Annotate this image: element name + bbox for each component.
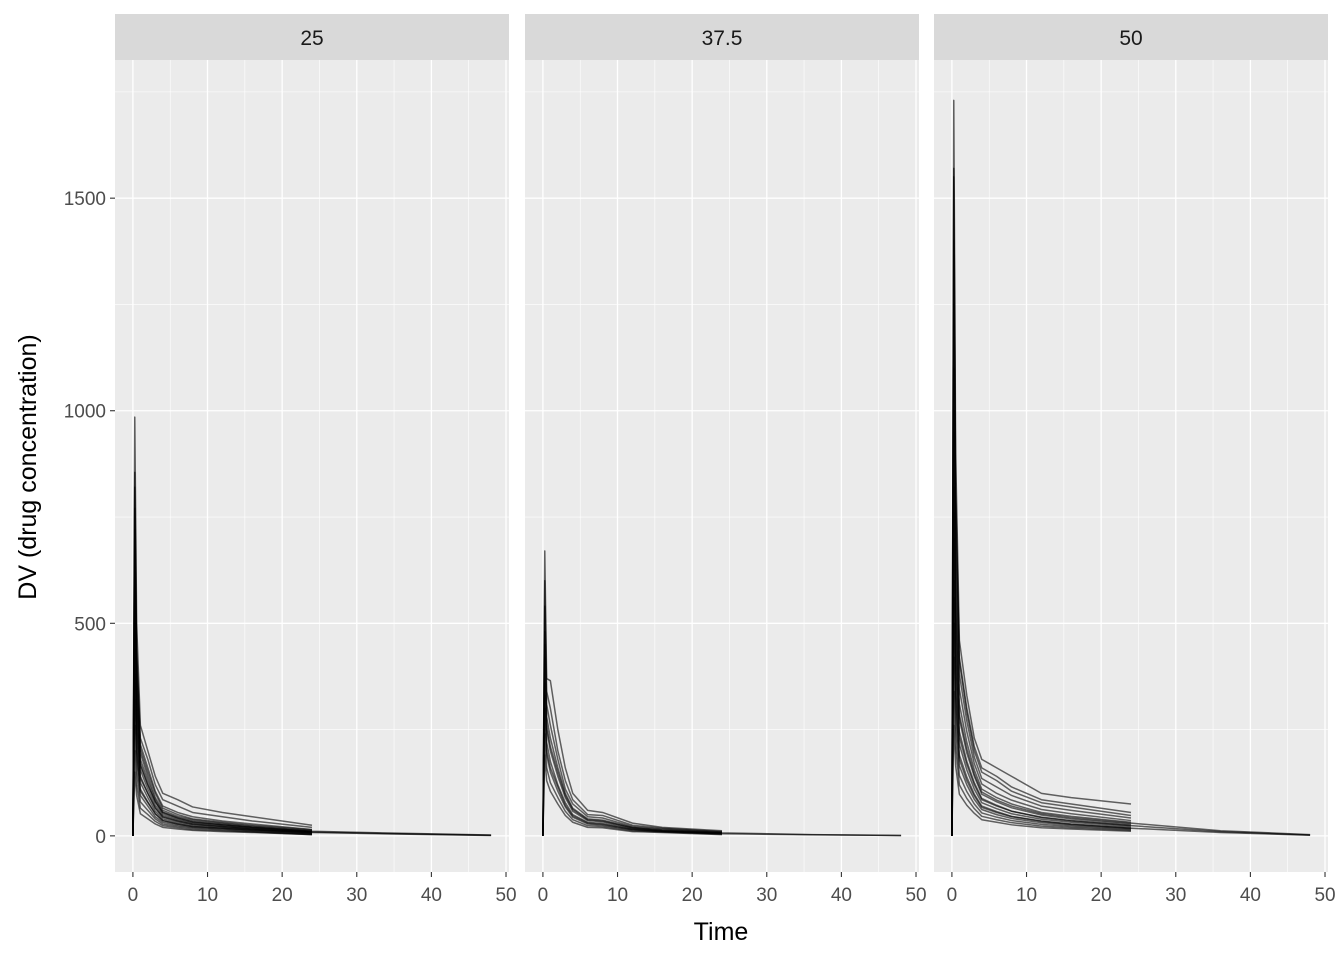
y-tick-label: 0: [95, 827, 106, 848]
concentration-series-line: [132, 750, 313, 836]
concentration-series-line: [132, 724, 313, 836]
concentration-series-line: [951, 724, 1132, 836]
panel-background: [525, 60, 919, 872]
x-tick-label: 20: [272, 885, 293, 906]
x-tick-label: 10: [197, 885, 218, 906]
x-tick-label: 10: [607, 885, 628, 906]
facet-strip-label: 37.5: [702, 27, 743, 50]
concentration-series-line: [132, 580, 492, 836]
x-tick-label: 30: [1165, 885, 1186, 906]
x-tick-label: 50: [1314, 885, 1335, 906]
x-tick-label: 40: [1240, 885, 1261, 906]
x-tick-label: 50: [905, 885, 926, 906]
concentration-series-line: [542, 754, 723, 836]
x-tick-label: 0: [128, 885, 139, 906]
concentration-series-line: [132, 682, 492, 837]
x-tick-label: 40: [421, 885, 442, 906]
x-tick-label: 30: [346, 885, 367, 906]
concentration-series-line: [951, 597, 1311, 836]
y-tick-label: 500: [74, 614, 106, 635]
y-tick-label: 1500: [64, 189, 106, 210]
x-tick-label: 20: [1091, 885, 1112, 906]
concentration-series-line: [951, 409, 1311, 836]
y-axis-title: DV (drug concentration): [14, 334, 42, 599]
x-tick-label: 20: [682, 885, 703, 906]
x-tick-label: 10: [1016, 885, 1037, 906]
concentration-series-line: [951, 512, 1311, 836]
panel-background: [934, 60, 1328, 872]
facet-strip: [525, 14, 919, 60]
concentration-series-line: [951, 690, 1132, 836]
concentration-series-line: [542, 694, 902, 837]
y-tick-label: 1000: [64, 402, 106, 423]
facet-strip-label: 50: [1119, 27, 1142, 50]
x-tick-label: 0: [538, 885, 549, 906]
concentration-series-line: [542, 733, 723, 836]
panel-background: [115, 60, 509, 872]
facet-strip: [934, 14, 1328, 60]
x-tick-label: 50: [495, 885, 516, 906]
facet-panel: 25 0 10 20 30 40 50: [115, 14, 517, 906]
facet-panel: 50 0 10 20 30 40 50: [934, 14, 1336, 906]
concentration-series-line: [132, 771, 313, 836]
concentration-series-line: [542, 643, 902, 837]
axes: 0 500 1000 1500: [64, 189, 115, 848]
x-tick-label: 30: [756, 885, 777, 906]
facet-panel: 37.5 0 10 20 30 40 50: [525, 14, 927, 906]
facet-strip: [115, 14, 509, 60]
facet-strip-label: 25: [300, 27, 323, 50]
x-axis-title: Time: [694, 918, 749, 946]
x-tick-label: 0: [947, 885, 958, 906]
x-tick-label: 40: [831, 885, 852, 906]
